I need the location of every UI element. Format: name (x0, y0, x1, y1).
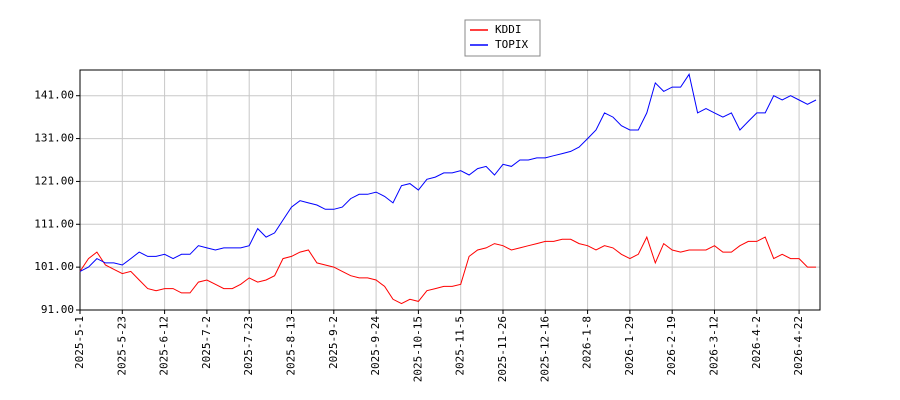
x-tick-label: 2026-1-8 (581, 316, 594, 369)
x-tick-label: 2025-11-5 (454, 316, 467, 376)
x-tick-label: 2025-7-2 (200, 316, 213, 369)
x-tick-label: 2025-5-1 (73, 316, 86, 369)
x-tick-label: 2026-1-29 (623, 316, 636, 376)
x-tick-label: 2025-12-16 (538, 316, 551, 382)
x-tick-label: 2026-4-2 (750, 316, 763, 369)
y-tick-label: 91.00 (41, 303, 74, 316)
legend-box (464, 19, 541, 57)
x-tick-label: 2025-9-24 (369, 316, 382, 376)
x-tick-label: 2025-8-13 (284, 316, 297, 376)
y-tick-label: 131.00 (34, 132, 74, 145)
y-tick-label: 101.00 (34, 260, 74, 273)
x-tick-label: 2026-3-12 (707, 316, 720, 376)
y-tick-label: 111.00 (34, 217, 74, 230)
x-tick-label: 2025-7-23 (242, 316, 255, 376)
plot-frame (79, 69, 821, 311)
x-tick-label: 2025-11-26 (496, 316, 509, 382)
series-line (79, 73, 817, 272)
y-tick-label: 141.00 (34, 89, 74, 102)
x-tick-label: 2025-5-23 (115, 316, 128, 376)
series-line (79, 235, 816, 305)
legend-label: TOPIX (495, 38, 528, 51)
x-tick-label: 2025-6-12 (158, 316, 171, 376)
x-tick-label: 2026-2-19 (665, 316, 678, 376)
x-tick-label: 2026-4-22 (792, 316, 805, 376)
x-tick-label: 2025-10-15 (411, 316, 424, 382)
y-tick-label: 121.00 (34, 174, 74, 187)
x-tick-label: 2025-9-2 (327, 316, 340, 369)
legend-label: KDDI (495, 23, 522, 36)
